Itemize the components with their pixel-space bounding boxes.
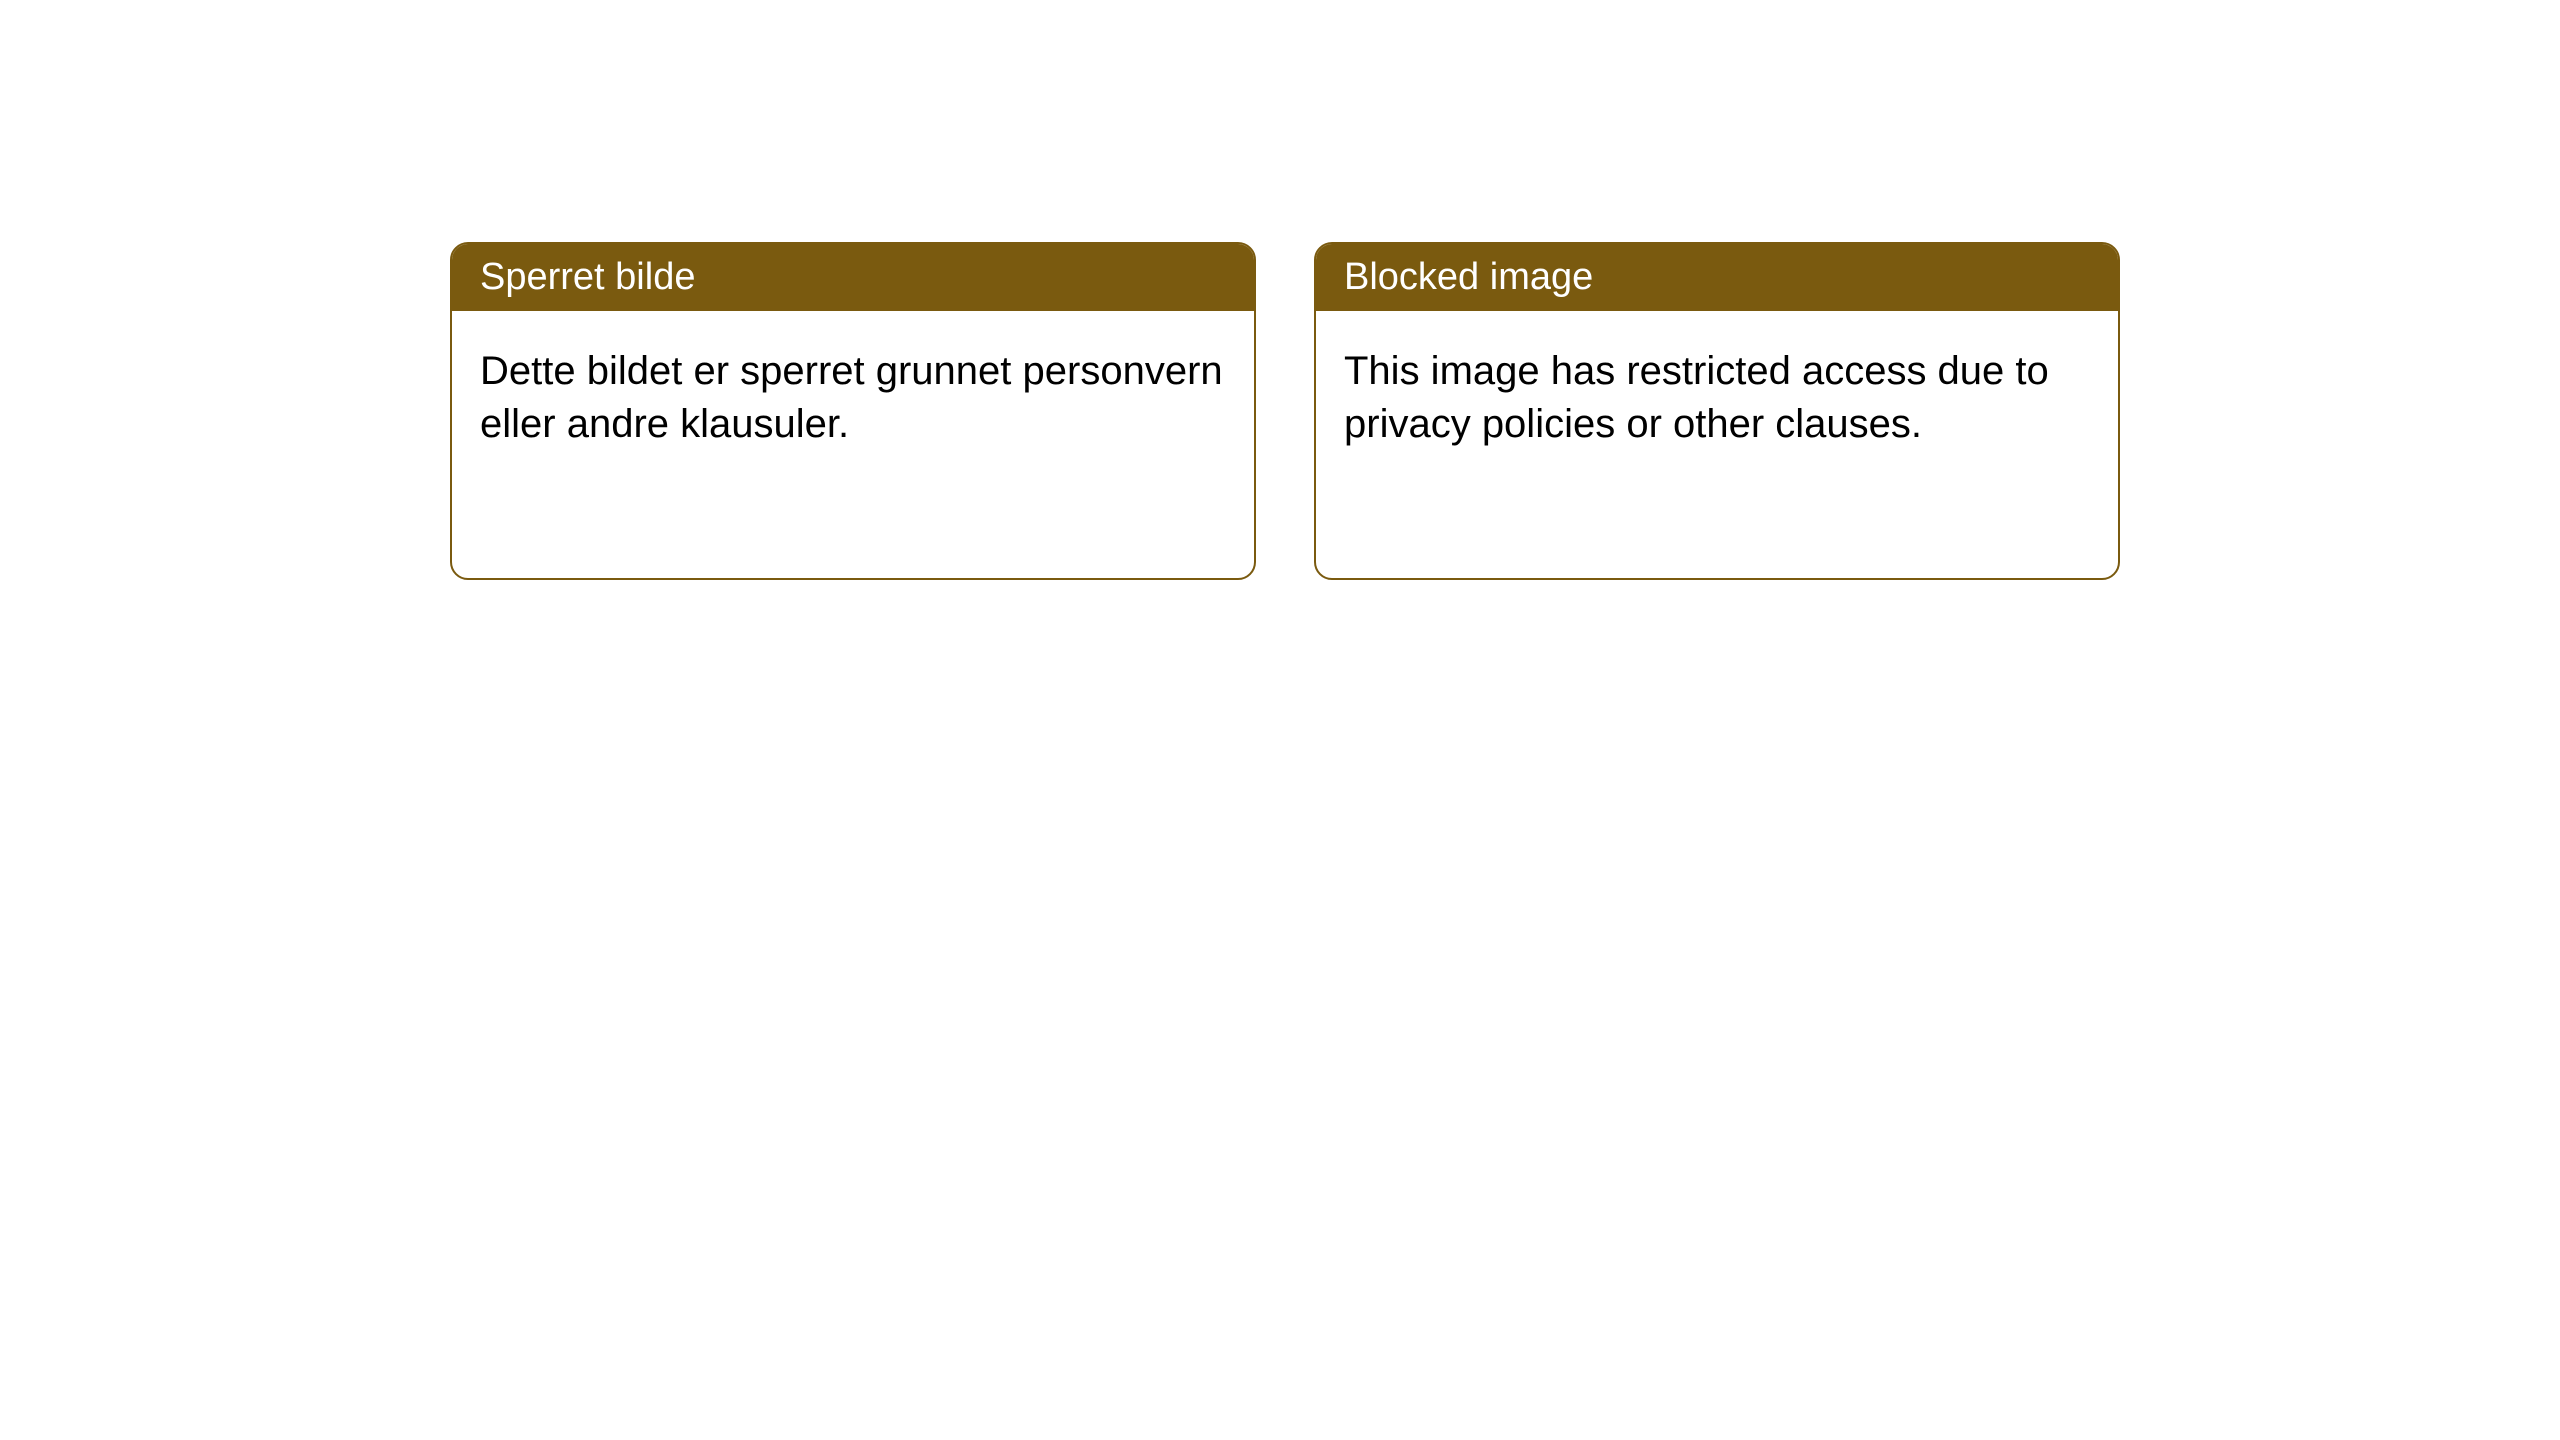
- notice-title: Sperret bilde: [480, 256, 695, 298]
- notice-header: Blocked image: [1316, 244, 2118, 311]
- notice-header: Sperret bilde: [452, 244, 1254, 311]
- notice-body: This image has restricted access due to …: [1316, 311, 2118, 485]
- notice-text: Dette bildet er sperret grunnet personve…: [480, 349, 1223, 446]
- notice-container: Sperret bilde Dette bildet er sperret gr…: [450, 242, 2120, 580]
- notice-card-english: Blocked image This image has restricted …: [1314, 242, 2120, 580]
- notice-card-norwegian: Sperret bilde Dette bildet er sperret gr…: [450, 242, 1256, 580]
- notice-body: Dette bildet er sperret grunnet personve…: [452, 311, 1254, 485]
- notice-title: Blocked image: [1344, 256, 1593, 298]
- notice-text: This image has restricted access due to …: [1344, 349, 2049, 446]
